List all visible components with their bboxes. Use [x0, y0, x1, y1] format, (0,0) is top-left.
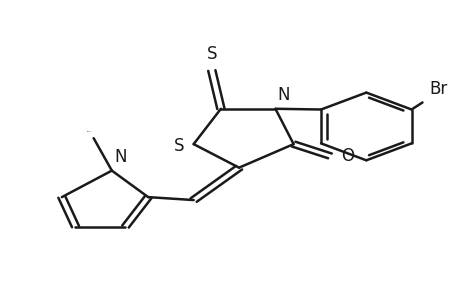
Text: S: S: [206, 45, 217, 63]
Text: methyl: methyl: [86, 131, 91, 132]
Text: Br: Br: [429, 80, 447, 98]
Text: N: N: [114, 148, 126, 166]
Text: N: N: [277, 86, 290, 104]
Text: O: O: [341, 147, 353, 165]
Text: S: S: [174, 136, 184, 154]
